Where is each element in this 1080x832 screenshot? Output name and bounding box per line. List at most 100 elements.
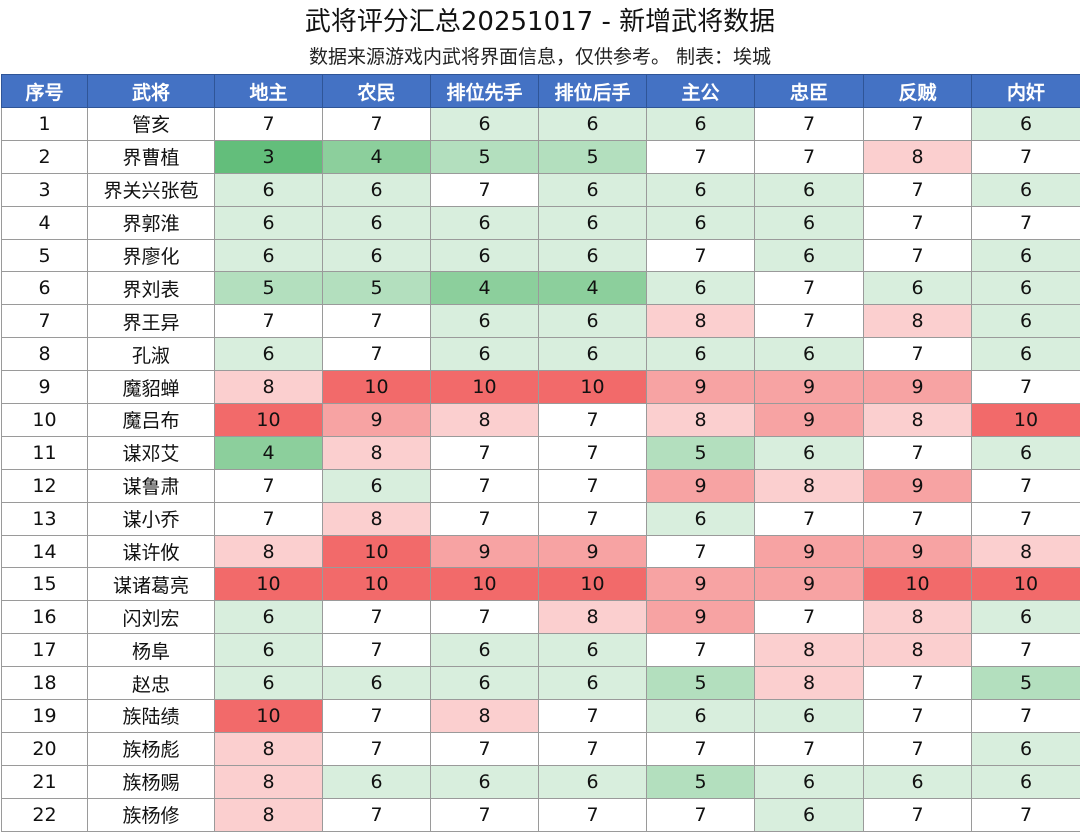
score-cell: 6: [214, 205, 323, 240]
score-cell: 10: [863, 567, 972, 602]
score-cell: 4: [322, 139, 431, 174]
score-cell: 8: [538, 600, 647, 635]
score-cell: 7: [863, 172, 972, 207]
score-cell: 6: [646, 699, 755, 733]
score-cell: 7: [538, 468, 647, 503]
general-name-cell: 赵忠: [87, 666, 215, 701]
score-cell: 9: [754, 403, 864, 437]
score-cell: 10: [214, 567, 323, 602]
score-cell: 5: [646, 435, 755, 470]
score-cell: 6: [754, 172, 864, 207]
score-cell: 7: [538, 731, 647, 766]
score-cell: 9: [754, 370, 864, 405]
row-number-cell: 20: [1, 731, 88, 766]
table-row: 12 谋鲁肃 7 6 7 7 9 8 9 7: [1, 468, 1080, 503]
general-name-cell: 闪刘宏: [87, 600, 215, 635]
score-cell: 10: [971, 403, 1080, 437]
score-cell: 6: [538, 666, 647, 701]
score-cell: 6: [971, 731, 1080, 766]
general-name-cell: 族陆绩: [87, 699, 215, 733]
row-number-cell: 15: [1, 567, 88, 602]
score-cell: 8: [214, 797, 323, 832]
general-name-cell: 界关兴张苞: [87, 172, 215, 207]
score-cell: 6: [214, 172, 323, 207]
score-cell: 6: [971, 271, 1080, 306]
general-name-cell: 谋诸葛亮: [87, 567, 215, 602]
score-cell: 8: [214, 731, 323, 766]
table-row: 14 谋许攸 8 10 9 9 7 9 9 8: [1, 534, 1080, 569]
score-cell: 6: [322, 666, 431, 701]
score-cell: 6: [214, 633, 323, 668]
table-row: 5 界廖化 6 6 6 6 7 6 7 6: [1, 238, 1080, 273]
row-number-cell: 6: [1, 271, 88, 306]
score-cell: 8: [430, 403, 539, 437]
column-header: 内奸: [971, 74, 1080, 108]
score-cell: 6: [971, 304, 1080, 339]
score-cell: 8: [863, 304, 972, 339]
table-row: 22 族杨修 8 7 7 7 7 6 7 7: [1, 797, 1080, 832]
score-cell: 10: [971, 567, 1080, 602]
table-row: 15 谋诸葛亮 10 10 10 10 9 9 10 10: [1, 567, 1080, 602]
score-cell: 6: [538, 337, 647, 372]
general-name-cell: 管亥: [87, 107, 215, 141]
score-cell: 6: [538, 633, 647, 668]
table-row: 18 赵忠 6 6 6 6 5 8 7 5: [1, 666, 1080, 701]
table-row: 2 界曹植 3 4 5 5 7 7 8 7: [1, 139, 1080, 174]
score-cell: 7: [754, 139, 864, 174]
row-number-cell: 12: [1, 468, 88, 503]
row-number-cell: 9: [1, 370, 88, 405]
score-cell: 6: [322, 205, 431, 240]
row-number-cell: 13: [1, 501, 88, 536]
score-cell: 7: [430, 172, 539, 207]
score-cell: 10: [538, 567, 647, 602]
score-cell: 9: [430, 534, 539, 569]
score-cell: 8: [214, 370, 323, 405]
score-cell: 6: [430, 337, 539, 372]
score-cell: 7: [322, 633, 431, 668]
score-cell: 6: [646, 172, 755, 207]
score-cell: 9: [646, 468, 755, 503]
score-cell: 5: [322, 271, 431, 306]
score-cell: 6: [646, 337, 755, 372]
column-header: 武将: [87, 74, 215, 108]
score-cell: 7: [863, 797, 972, 832]
score-cell: 6: [646, 205, 755, 240]
score-cell: 7: [754, 304, 864, 339]
score-cell: 6: [214, 238, 323, 273]
score-cell: 6: [430, 304, 539, 339]
score-cell: 7: [971, 468, 1080, 503]
score-cell: 7: [754, 731, 864, 766]
score-cell: 6: [971, 107, 1080, 141]
sheet-title: 武将评分汇总20251017 - 新增武将数据: [304, 7, 776, 37]
score-cell: 7: [971, 699, 1080, 733]
score-cell: 7: [430, 797, 539, 832]
score-cell: 3: [214, 139, 323, 174]
score-cell: 6: [971, 172, 1080, 207]
score-cell: 7: [863, 107, 972, 141]
table-row: 1 管亥 7 7 6 6 6 7 7 6: [1, 107, 1080, 141]
score-cell: 7: [863, 731, 972, 766]
score-cell: 8: [754, 666, 864, 701]
score-cell: 7: [754, 271, 864, 306]
general-name-cell: 族杨赐: [87, 764, 215, 799]
score-cell: 8: [754, 468, 864, 503]
score-cell: 7: [322, 107, 431, 141]
table-row: 20 族杨彪 8 7 7 7 7 7 7 6: [1, 731, 1080, 766]
score-cell: 7: [646, 797, 755, 832]
score-cell: 8: [754, 633, 864, 668]
score-cell: 6: [646, 271, 755, 306]
score-cell: 9: [863, 468, 972, 503]
score-cell: 6: [322, 468, 431, 503]
column-header: 农民: [322, 74, 431, 108]
score-cell: 8: [863, 600, 972, 635]
score-cell: 6: [754, 764, 864, 799]
score-cell: 6: [971, 600, 1080, 635]
score-cell: 10: [214, 699, 323, 733]
score-cell: 7: [863, 501, 972, 536]
score-cell: 7: [538, 403, 647, 437]
score-cell: 7: [863, 666, 972, 701]
score-cell: 6: [971, 238, 1080, 273]
score-cell: 7: [322, 797, 431, 832]
score-cell: 7: [646, 731, 755, 766]
row-number-cell: 8: [1, 337, 88, 372]
